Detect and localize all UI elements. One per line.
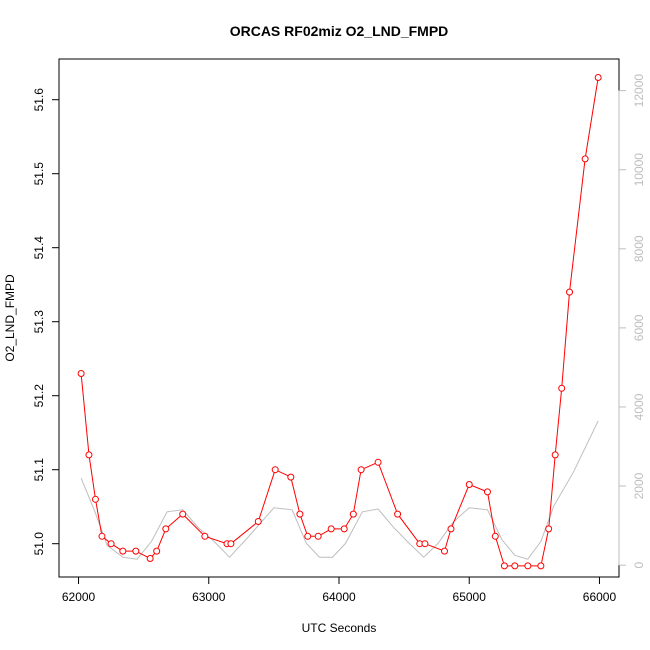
x-tick-label: 64000 bbox=[322, 590, 356, 604]
data-point bbox=[98, 532, 106, 540]
y2-tick-label: 2000 bbox=[632, 472, 646, 499]
x-axis-label: UTC Seconds bbox=[302, 621, 377, 635]
series-left-line bbox=[80, 77, 599, 567]
y-tick-label: 51.0 bbox=[32, 532, 46, 556]
chart-title: ORCAS RF02miz O2_LND_FMPD bbox=[230, 23, 449, 39]
data-point bbox=[254, 518, 262, 525]
data-point bbox=[327, 525, 335, 533]
data-point bbox=[491, 532, 499, 540]
data-point bbox=[227, 540, 235, 548]
data-point bbox=[107, 540, 115, 548]
data-point bbox=[421, 540, 429, 548]
y-tick-label: 51.3 bbox=[32, 310, 46, 334]
data-point bbox=[594, 74, 602, 81]
data-point bbox=[296, 510, 304, 518]
y-tick-label: 51.1 bbox=[32, 458, 46, 482]
x-tick-label: 65000 bbox=[453, 590, 487, 604]
data-point bbox=[314, 532, 322, 540]
data-point bbox=[287, 473, 295, 481]
data-point bbox=[500, 562, 508, 570]
data-point bbox=[91, 495, 99, 503]
data-point bbox=[179, 510, 187, 518]
y2-tick-label: 4000 bbox=[632, 393, 646, 420]
data-point bbox=[374, 458, 382, 466]
data-point bbox=[153, 547, 161, 555]
x-tick-label: 66000 bbox=[583, 590, 617, 604]
data-point bbox=[304, 532, 312, 540]
y-axis-label: O2_LND_FMPD bbox=[3, 274, 17, 362]
data-point bbox=[483, 488, 491, 496]
data-point bbox=[85, 451, 93, 459]
series-right-line bbox=[80, 420, 599, 560]
data-point bbox=[545, 525, 553, 533]
y-tick-label: 51.2 bbox=[32, 384, 46, 408]
data-point bbox=[162, 525, 170, 533]
series-layer bbox=[77, 74, 602, 570]
y-tick-label: 51.5 bbox=[32, 162, 46, 186]
y2-tick-label: 8000 bbox=[632, 235, 646, 262]
data-point bbox=[537, 562, 545, 570]
y-axis: 51.0 51.1 51.2 51.3 51.4 51.5 51.6 bbox=[32, 88, 60, 556]
data-point bbox=[511, 562, 519, 570]
data-point bbox=[447, 525, 455, 533]
data-point bbox=[440, 547, 448, 555]
y2-axis: 0 2000 4000 6000 8000 10000 12000 bbox=[618, 74, 646, 568]
data-point bbox=[77, 370, 85, 377]
data-point bbox=[132, 547, 140, 555]
y2-tick-label: 12000 bbox=[632, 74, 646, 108]
data-point bbox=[271, 466, 279, 474]
data-point bbox=[394, 510, 402, 518]
data-point bbox=[524, 562, 532, 570]
plot-frame bbox=[58, 58, 620, 578]
data-point bbox=[581, 155, 589, 163]
data-point bbox=[357, 466, 365, 474]
x-tick-label: 63000 bbox=[192, 590, 226, 604]
data-point bbox=[551, 451, 559, 459]
data-point bbox=[566, 288, 574, 296]
data-point bbox=[340, 525, 348, 533]
y2-tick-label: 10000 bbox=[632, 153, 646, 187]
y2-tick-label: 0 bbox=[632, 561, 646, 568]
x-tick-label: 62000 bbox=[62, 590, 96, 604]
data-point bbox=[146, 555, 154, 562]
y2-tick-label: 6000 bbox=[632, 314, 646, 341]
x-axis: 62000 63000 64000 65000 66000 bbox=[62, 576, 617, 604]
data-point bbox=[558, 384, 566, 392]
data-point bbox=[465, 481, 473, 488]
data-point bbox=[349, 510, 357, 518]
y-tick-label: 51.4 bbox=[32, 236, 46, 260]
data-point bbox=[119, 547, 127, 555]
data-point bbox=[201, 532, 209, 540]
y-tick-label: 51.6 bbox=[32, 88, 46, 112]
